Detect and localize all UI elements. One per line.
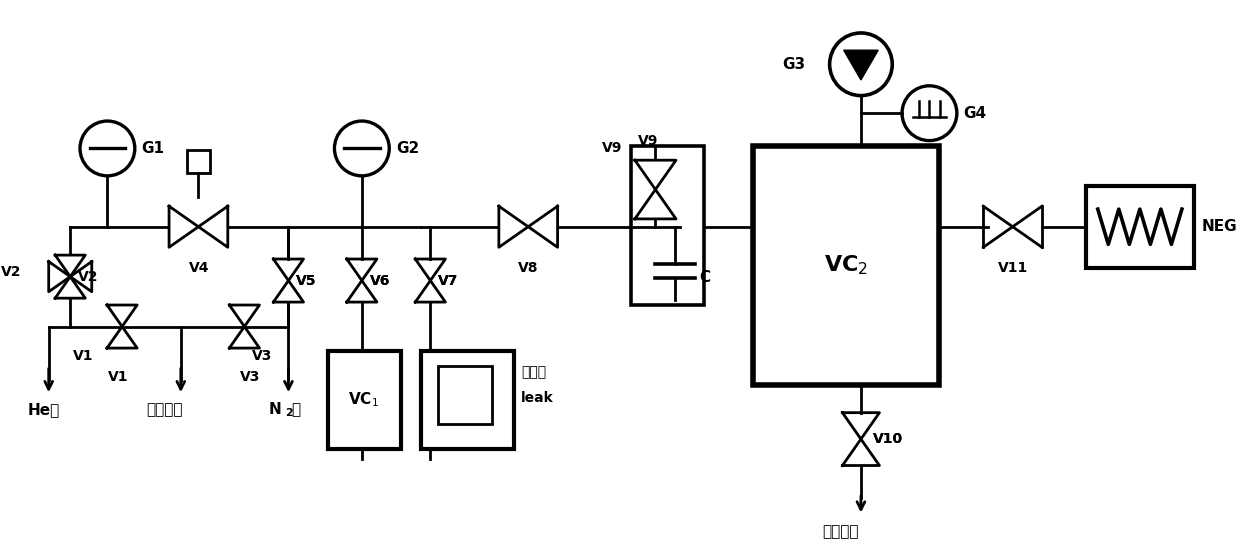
Text: V11: V11 (998, 261, 1028, 275)
Polygon shape (273, 259, 304, 281)
Text: V6: V6 (370, 274, 391, 288)
Text: V10: V10 (873, 432, 903, 446)
Polygon shape (48, 262, 71, 292)
Text: V9: V9 (601, 141, 622, 156)
Bar (187, 150, 210, 173)
Text: He气: He气 (27, 402, 60, 417)
Text: 恒温箱: 恒温箱 (521, 366, 547, 380)
Text: V1: V1 (73, 349, 94, 363)
Text: VC$_1$: VC$_1$ (348, 391, 379, 409)
Bar (1086, 186, 1194, 268)
Polygon shape (229, 326, 259, 348)
Text: V9: V9 (637, 134, 658, 147)
Text: V3: V3 (252, 349, 273, 363)
Text: C: C (699, 270, 711, 285)
Text: V7: V7 (438, 274, 459, 288)
Text: 抽气系统: 抽气系统 (822, 524, 858, 540)
Text: VC$_2$: VC$_2$ (825, 253, 868, 277)
Polygon shape (273, 281, 304, 302)
Polygon shape (229, 305, 259, 326)
Polygon shape (842, 413, 879, 439)
Polygon shape (107, 305, 138, 326)
Bar (631, 145, 704, 305)
Polygon shape (107, 326, 138, 348)
Text: 2: 2 (285, 407, 294, 418)
Polygon shape (71, 262, 92, 292)
Text: V10: V10 (873, 432, 903, 446)
Text: V2: V2 (1, 265, 21, 279)
Text: V7: V7 (438, 274, 459, 288)
Bar (753, 145, 939, 385)
Bar (438, 366, 492, 424)
Text: G1: G1 (141, 141, 165, 156)
Polygon shape (415, 281, 445, 302)
Bar (420, 351, 513, 449)
Polygon shape (198, 206, 228, 248)
Text: G3: G3 (782, 57, 806, 72)
Text: 气: 气 (291, 402, 300, 417)
Text: V3: V3 (239, 370, 260, 385)
Text: N: N (269, 402, 281, 417)
Text: G2: G2 (396, 141, 419, 156)
Text: V2: V2 (78, 270, 98, 283)
Text: V4: V4 (188, 261, 210, 275)
Polygon shape (843, 50, 878, 80)
Text: V5: V5 (296, 274, 316, 288)
Bar (327, 351, 401, 449)
Text: 抽气系统: 抽气系统 (146, 402, 184, 417)
Polygon shape (347, 259, 377, 281)
Polygon shape (415, 259, 445, 281)
Text: leak: leak (521, 391, 554, 405)
Text: V6: V6 (370, 274, 391, 288)
Polygon shape (55, 255, 86, 277)
Polygon shape (169, 206, 198, 248)
Polygon shape (55, 277, 86, 298)
Text: V1: V1 (108, 370, 129, 385)
Polygon shape (842, 439, 879, 466)
Polygon shape (635, 160, 676, 189)
Text: NEG: NEG (1202, 219, 1238, 234)
Polygon shape (528, 206, 558, 248)
Polygon shape (347, 281, 377, 302)
Polygon shape (498, 206, 528, 248)
Text: G4: G4 (963, 106, 987, 121)
Polygon shape (635, 189, 676, 219)
Text: V5: V5 (296, 274, 316, 288)
Text: V8: V8 (518, 261, 539, 275)
